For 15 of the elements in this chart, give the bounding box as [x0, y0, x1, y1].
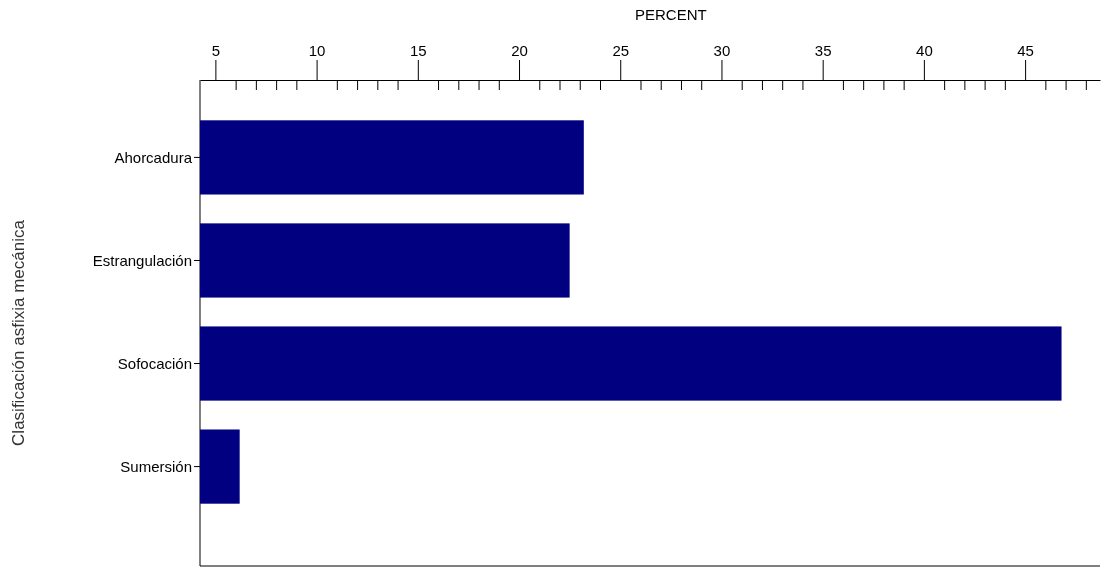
y-axis-title: Clasificación asfixia mecánica — [9, 219, 28, 446]
y-tick-label: Sumersión — [120, 457, 192, 475]
x-tick-label: 30 — [713, 42, 731, 59]
y-tick-label: Estrangulación — [92, 251, 192, 269]
x-tick-label: 5 — [211, 42, 221, 59]
x-tick-label: 40 — [916, 42, 933, 59]
x-tick-label: 20 — [511, 42, 528, 59]
x-tick-label: 15 — [409, 42, 427, 59]
y-tick-label: Sofocación — [117, 354, 192, 372]
x-tick-label: 35 — [814, 42, 832, 59]
x-axis-title: PERCENT — [635, 6, 707, 23]
y-tick-label: Ahorcadura — [114, 148, 193, 166]
x-tick-label: 45 — [1017, 42, 1034, 59]
x-tick-label: 10 — [308, 42, 326, 59]
x-tick-label: 25 — [612, 42, 630, 59]
